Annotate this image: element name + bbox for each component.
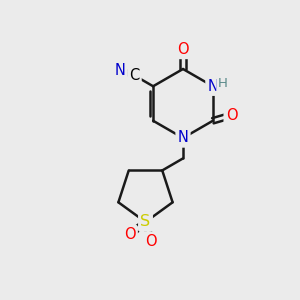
Text: O: O <box>177 42 189 57</box>
Text: O: O <box>124 227 136 242</box>
Text: S: S <box>140 214 151 230</box>
Text: O: O <box>226 108 237 123</box>
Text: N: N <box>114 63 125 78</box>
Text: N: N <box>207 79 218 94</box>
Text: H: H <box>218 77 227 90</box>
Text: O: O <box>145 234 157 249</box>
Text: C: C <box>129 68 140 83</box>
Text: N: N <box>178 130 188 146</box>
